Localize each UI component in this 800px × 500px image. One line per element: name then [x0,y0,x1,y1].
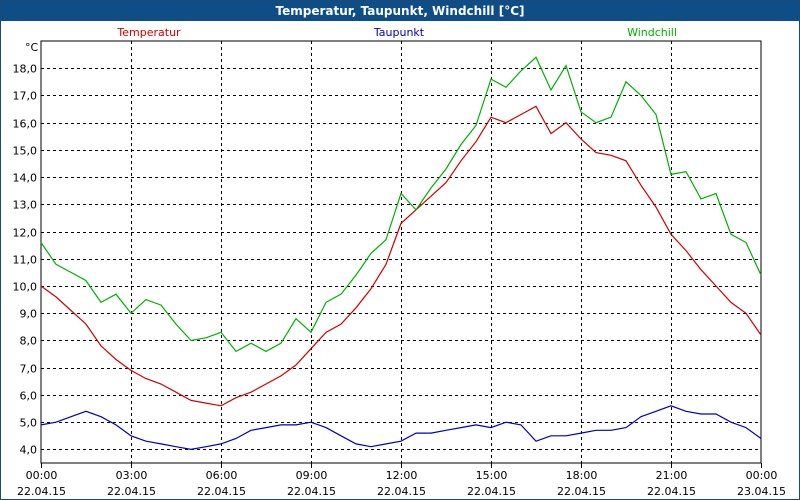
x-tick-label: 00:00 [746,469,778,482]
x-tick-date: 22.04.15 [647,485,696,498]
y-tick-label: 12,0 [13,227,38,240]
x-tick-date: 22.04.15 [287,485,336,498]
legend-label-taupunkt: Taupunkt [373,26,425,39]
x-tick-date: 22.04.15 [467,485,516,498]
y-tick-label: 8,0 [20,335,38,348]
y-tick-label: 6,0 [20,390,38,403]
legend-label-windchill: Windchill [627,26,677,39]
x-tick-label: 15:00 [476,469,508,482]
y-tick-label: 5,0 [20,417,38,430]
x-tick-label: 03:00 [116,469,148,482]
x-tick-date: 22.04.15 [377,485,426,498]
x-tick-label: 00:00 [26,469,58,482]
chart-title: Temperatur, Taupunkt, Windchill [°C] [1,1,799,21]
y-tick-label: 18,0 [13,63,38,76]
x-tick-date: 22.04.15 [557,485,606,498]
y-tick-label: 14,0 [13,172,38,185]
y-tick-label: 10,0 [13,281,38,294]
x-tick-date: 22.04.15 [17,485,66,498]
series-line-windchill [40,56,762,353]
x-tick-date: 23.04.15 [737,485,786,498]
y-tick-label: 16,0 [13,118,38,131]
y-tick-label: 17,0 [13,90,38,103]
series-line-taupunkt [40,405,762,451]
x-tick-label: 21:00 [656,469,688,482]
x-tick-label: 18:00 [566,469,598,482]
y-axis-unit: °C [25,41,39,54]
legend-label-temperatur: Temperatur [116,26,181,39]
y-tick-label: 15,0 [13,145,38,158]
x-tick-label: 09:00 [296,469,328,482]
series-line-temperatur [40,105,762,407]
y-tick-label: 11,0 [13,254,38,267]
x-tick-label: 12:00 [386,469,418,482]
y-tick-label: 7,0 [20,363,38,376]
x-tick-label: 06:00 [206,469,238,482]
x-tick-date: 22.04.15 [107,485,156,498]
y-tick-label: 9,0 [20,308,38,321]
y-tick-label: 13,0 [13,199,38,212]
y-tick-label: 4,0 [20,444,38,457]
x-tick-date: 22.04.15 [197,485,246,498]
